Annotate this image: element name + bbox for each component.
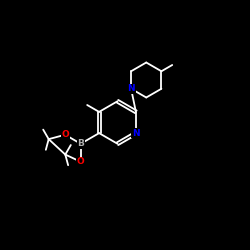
Text: N: N bbox=[127, 84, 135, 93]
Text: O: O bbox=[61, 130, 69, 139]
Text: N: N bbox=[132, 129, 140, 138]
Text: O: O bbox=[77, 157, 84, 166]
Text: B: B bbox=[77, 139, 84, 148]
